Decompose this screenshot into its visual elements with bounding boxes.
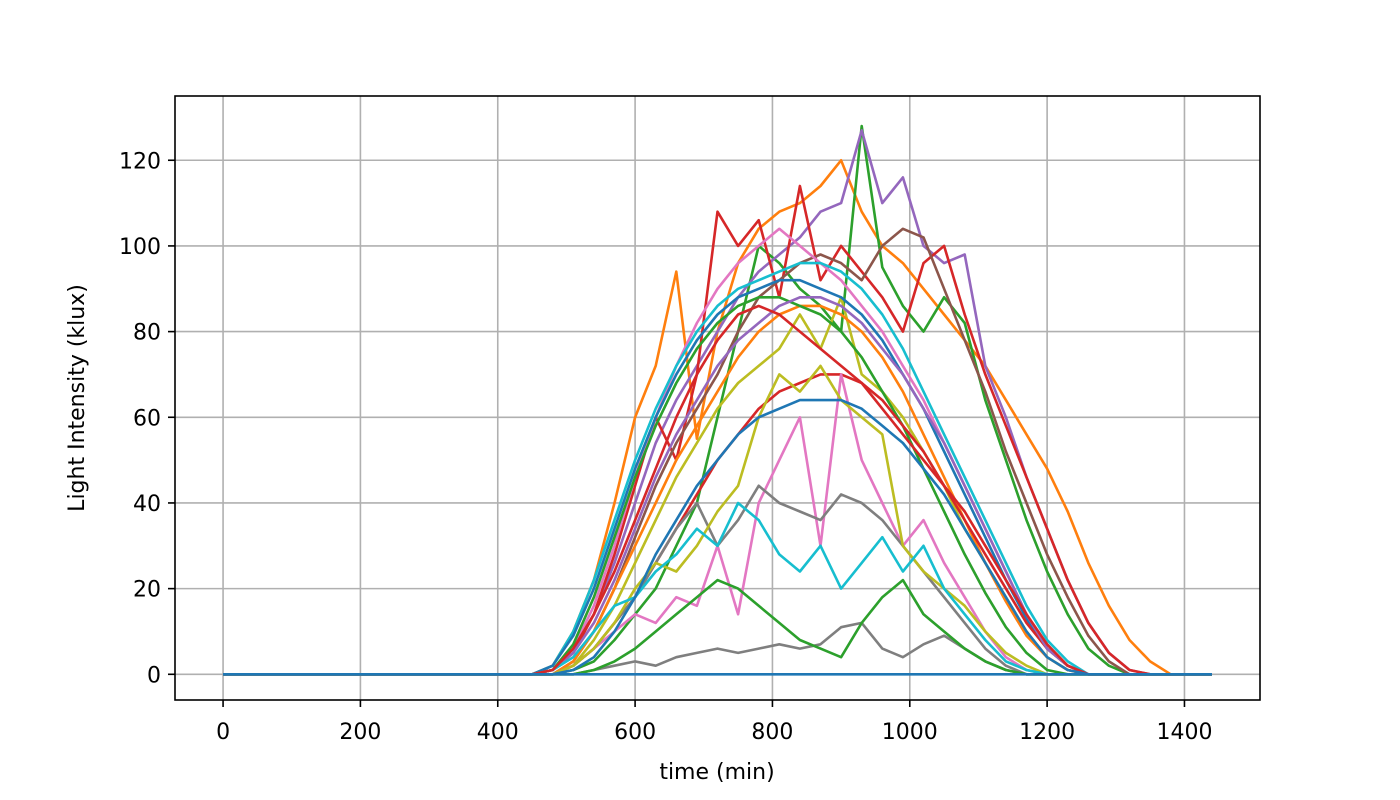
y-tick-label: 60	[133, 406, 161, 431]
y-axis-ticks: 0 20 40 60 80 100 120	[119, 149, 175, 688]
plot-frame	[174, 95, 1261, 701]
x-tick-label: 0	[216, 720, 230, 745]
x-tick-label: 200	[339, 720, 381, 745]
y-tick-label: 20	[133, 578, 161, 603]
y-tick-label: 80	[133, 321, 161, 346]
x-axis-label: time (min)	[659, 760, 774, 785]
series-lines	[223, 124, 1212, 676]
y-tick-label: 0	[147, 663, 161, 688]
y-tick-label: 120	[119, 149, 161, 174]
y-tick-label: 40	[133, 492, 161, 517]
x-axis-ticks: 0 200 400 600 800 1000 1200 1400	[216, 700, 1212, 745]
y-axis-label: Light Intensity (klux)	[65, 284, 90, 512]
x-tick-label: 400	[477, 720, 519, 745]
x-tick-label: 1400	[1156, 720, 1212, 745]
x-tick-label: 1000	[882, 720, 938, 745]
x-tick-label: 800	[751, 720, 793, 745]
x-tick-label: 1200	[1019, 720, 1075, 745]
y-tick-label: 100	[119, 235, 161, 260]
x-tick-label: 600	[614, 720, 656, 745]
